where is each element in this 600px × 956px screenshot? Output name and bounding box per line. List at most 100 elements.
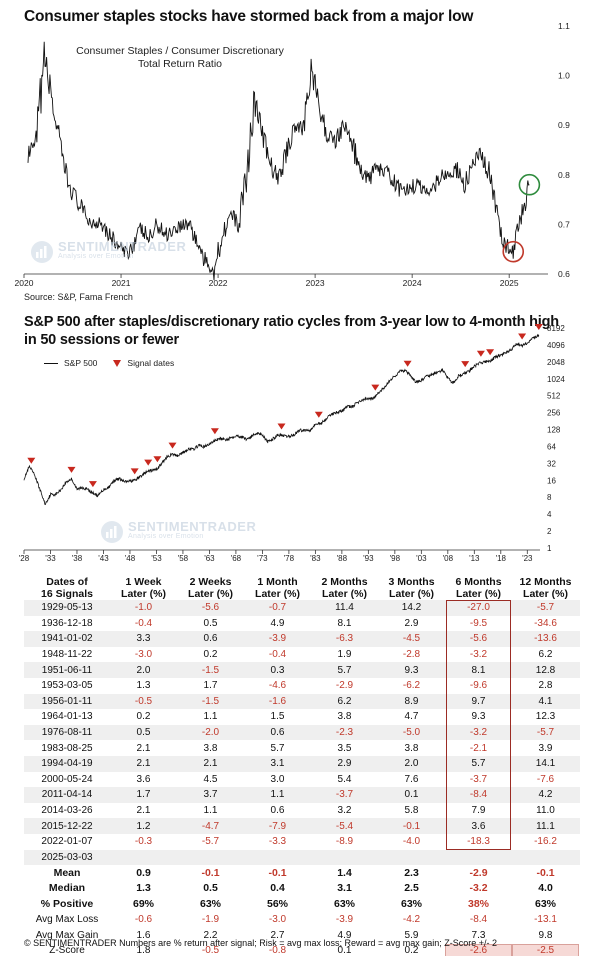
return-cell: -2.0 <box>201 727 220 739</box>
return-cell: 2.0 <box>136 664 151 676</box>
stats-row: Mean 0.9 -0.1 -0.1 1.4 2.3 -2.9 -0.1 <box>24 865 580 881</box>
stat-value-cell: 38% <box>467 898 489 911</box>
return-cell: -2.8 <box>402 649 421 661</box>
table-header-cell: 3 Months Later (%) <box>378 576 445 600</box>
signal-marker <box>518 333 527 340</box>
return-cell: 8.1 <box>337 617 352 629</box>
header-line: Later (%) <box>523 588 568 600</box>
return-cell: 0.6 <box>270 727 285 739</box>
signal-marker <box>210 428 219 435</box>
ratio-label-line1: Consumer Staples / Consumer Discretionar… <box>76 45 284 57</box>
return-cell: 2.1 <box>136 742 151 754</box>
stat-value-cell: 1.6 <box>136 929 151 941</box>
stat-value-cell: -2.6 <box>445 943 512 956</box>
return-cell: 8.1 <box>471 664 486 676</box>
table-header-cell: 1 Month Later (%) <box>244 576 311 600</box>
table-row: 2014-03-26 2.1 1.1 0.6 3.2 5.8 7.9 11.0 <box>24 803 580 819</box>
return-cell: -8.9 <box>335 836 354 848</box>
return-cell: 3.5 <box>337 742 352 754</box>
signal-date-cell: 2015-12-22 <box>41 820 93 832</box>
return-cell: 0.6 <box>203 633 218 645</box>
watermark-top: SENTIMENTRADER Analysis over Emotion <box>30 240 186 264</box>
legend-sp500-label: S&P 500 <box>64 358 98 368</box>
stat-value-cell: 1.3 <box>136 882 151 895</box>
header-line: 2 Months <box>321 576 368 588</box>
table-header-cell: Dates of 16 Signals <box>24 576 110 600</box>
return-cell: 5.7 <box>471 758 486 770</box>
sp-x-tick-label: '28 <box>19 554 30 562</box>
stat-value-cell: 1.8 <box>136 945 151 956</box>
return-cell: 9.3 <box>404 664 419 676</box>
signal-marker <box>168 442 177 449</box>
table-row: 1948-11-22 -3.0 0.2 -0.4 1.9 -2.8 -3.2 6.2 <box>24 647 580 663</box>
signal-date-cell: 1951-06-11 <box>41 664 93 676</box>
high-highlight-circle <box>518 173 541 196</box>
return-cell: -3.0 <box>134 649 153 661</box>
return-cell: 9.3 <box>471 711 486 723</box>
return-cell: 4.2 <box>538 789 553 801</box>
signal-marker <box>534 324 543 330</box>
stat-value-cell: 0.5 <box>203 882 218 895</box>
sp-x-tick-label: '13 <box>469 554 480 562</box>
table-row: 2000-05-24 3.6 4.5 3.0 5.4 7.6 -3.7 -7.6 <box>24 772 580 788</box>
stat-value-cell: 5.9 <box>404 929 419 941</box>
table-header-row: Dates of 16 Signals 1 Week Later (%) 2 Weeks… <box>24 572 580 600</box>
watermark-name: SENTIMENTRADER <box>128 519 257 534</box>
return-cell: -7.6 <box>536 773 555 785</box>
watermark-logo-icon <box>31 241 53 263</box>
stat-value-cell: -3.0 <box>268 914 287 926</box>
return-cell: -5.7 <box>536 727 555 739</box>
table-header-cell: 12 Months Later (%) <box>512 576 579 600</box>
return-cell: 6.2 <box>337 695 352 707</box>
return-cell: -0.4 <box>134 617 153 629</box>
sp-x-tick-label: '43 <box>98 554 109 562</box>
stat-value-cell: 4.9 <box>337 929 352 941</box>
return-cell: 3.1 <box>270 758 285 770</box>
return-cell: 1.1 <box>203 805 218 817</box>
return-cell: 3.6 <box>471 820 486 832</box>
stat-value-cell: 2.5 <box>404 882 419 895</box>
stat-value-cell: 2.2 <box>203 929 218 941</box>
return-cell: 3.3 <box>136 633 151 645</box>
sp-y-tick-label: 8 <box>547 493 552 502</box>
return-cell: -27.0 <box>467 602 490 614</box>
return-cell: 3.8 <box>203 742 218 754</box>
return-cell: 11.4 <box>335 602 354 614</box>
stat-value-cell: 0.9 <box>136 866 151 879</box>
table-row: 1994-04-19 2.1 2.1 3.1 2.9 2.0 5.7 14.1 <box>24 755 580 772</box>
sp-y-tick-label: 1024 <box>547 375 565 384</box>
sp-x-tick-label: '18 <box>496 554 507 562</box>
signal-date-cell: 1994-04-19 <box>41 758 93 770</box>
stat-label-cell: % Positive <box>40 898 94 911</box>
return-cell: 1.1 <box>270 789 285 801</box>
return-cell: 0.6 <box>270 805 285 817</box>
signal-date-cell: 2022-01-07 <box>41 836 93 848</box>
footer-note: © SENTIMENTRADER Numbers are % return af… <box>24 938 498 948</box>
return-cell: 3.9 <box>538 742 553 754</box>
return-cell: -3.2 <box>469 649 488 661</box>
stat-value-cell: -8.4 <box>469 914 488 926</box>
return-cell: 6.2 <box>538 649 553 661</box>
return-cell: -2.9 <box>335 680 354 692</box>
return-cell: 14.2 <box>401 602 422 614</box>
return-cell: 7.6 <box>404 773 419 785</box>
return-cell: -5.0 <box>402 727 421 739</box>
ratio-y-tick-label: 0.6 <box>558 269 570 279</box>
header-line: Later (%) <box>188 588 233 600</box>
return-cell: -3.3 <box>268 836 287 848</box>
return-cell: 8.9 <box>404 695 419 707</box>
stat-value-cell: 0.1 <box>337 945 352 956</box>
watermark-sub: Analysis over Emotion <box>128 533 204 540</box>
sp-y-tick-label: 1 <box>547 544 552 553</box>
header-line: Later (%) <box>255 588 300 600</box>
results-table: Dates of 16 Signals 1 Week Later (%) 2 Weeks… <box>24 572 580 956</box>
stat-value-cell: -0.1 <box>268 866 287 879</box>
signal-date-cell: 1983-08-25 <box>41 742 93 754</box>
stat-value-cell: 7.3 <box>471 929 486 941</box>
sp-y-tick-label: 64 <box>547 442 556 451</box>
signal-marker <box>277 423 286 430</box>
signal-marker <box>486 349 495 356</box>
stat-value-cell: -4.2 <box>402 914 421 926</box>
return-cell: -2.3 <box>335 727 354 739</box>
ratio-y-tick-label: 1.1 <box>558 21 570 31</box>
